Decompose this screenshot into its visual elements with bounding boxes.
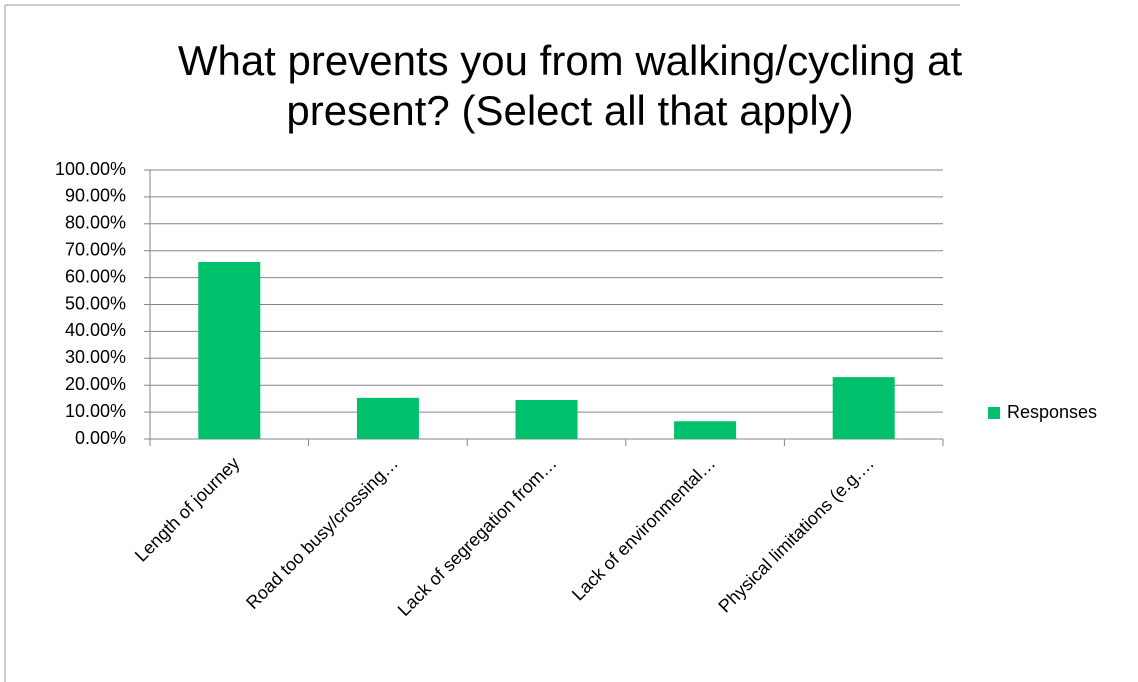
y-tick-label: 80.00% — [65, 213, 126, 233]
x-tick-label: Road too busy/crossing… — [242, 453, 402, 613]
y-tick-label: 90.00% — [65, 186, 126, 206]
y-tick-label: 20.00% — [65, 374, 126, 394]
y-tick-label: 60.00% — [65, 266, 126, 286]
bar — [832, 377, 895, 439]
y-tick-label: 10.00% — [65, 401, 126, 421]
y-tick-label: 40.00% — [65, 320, 126, 340]
x-tick-label: Lack of environmental… — [568, 453, 719, 604]
x-tick-label: Lack of segregation from… — [394, 453, 561, 620]
legend-label: Responses — [1007, 402, 1097, 422]
x-tick-label: Physical limitations (e.g.… — [714, 453, 877, 616]
x-tick-label: Length of journey — [131, 453, 244, 566]
bar — [356, 397, 419, 439]
y-tick-label: 50.00% — [65, 293, 126, 313]
legend-swatch — [988, 407, 1000, 419]
chart-title: What prevents you from walking/cycling a… — [177, 37, 963, 134]
bar — [674, 421, 737, 439]
y-tick-label: 70.00% — [65, 239, 126, 259]
y-tick-label: 0.00% — [75, 428, 126, 448]
y-tick-label: 30.00% — [65, 347, 126, 367]
y-tick-label: 100.00% — [55, 159, 126, 179]
bar — [515, 399, 578, 439]
bar — [198, 261, 261, 439]
